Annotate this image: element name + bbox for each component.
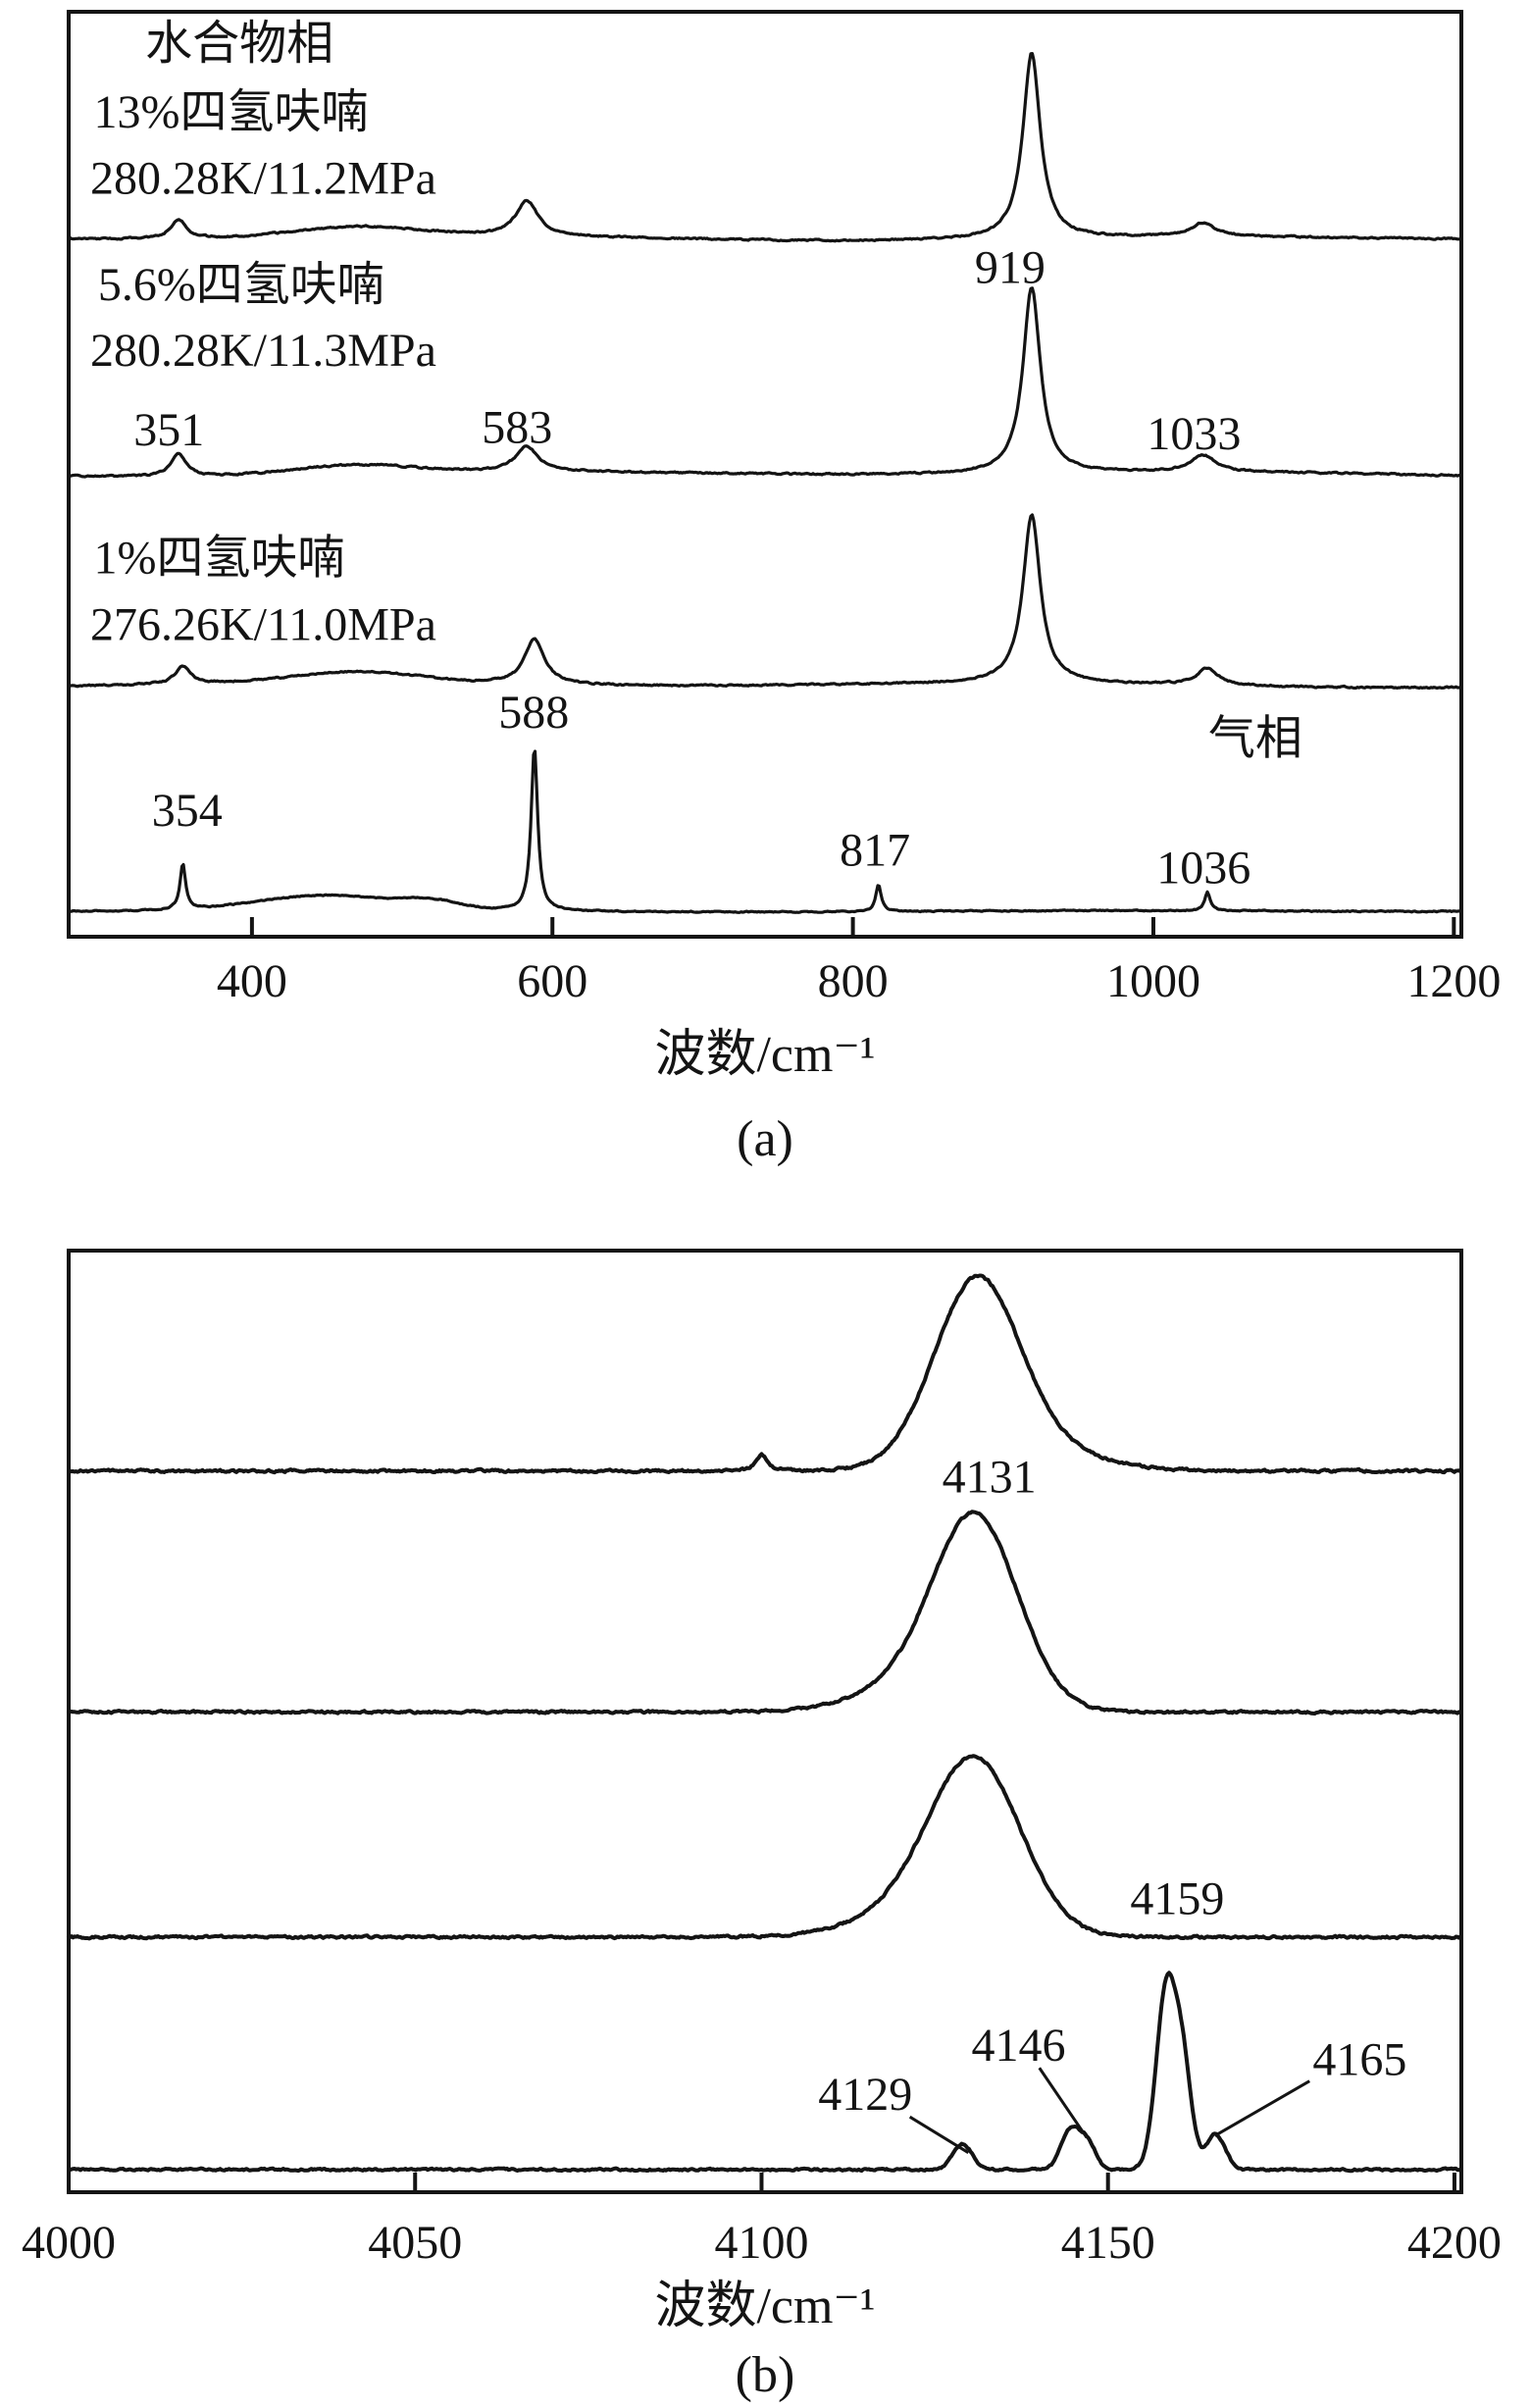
x-axis-title: 波数/cm⁻¹ xyxy=(654,1027,875,1083)
annotation-label: 1%四氢呋喃 xyxy=(94,532,345,584)
annotation-label: 4159 xyxy=(1130,1872,1224,1924)
annotation-label: 4129 xyxy=(818,2069,912,2121)
x-tick-label: 4050 xyxy=(368,2217,462,2269)
spectrum-trace-trace-3-hydrate-1pct xyxy=(67,513,1462,691)
spectrum-trace-trace-4-gas-phase xyxy=(67,1971,1462,2174)
panel-letter: (a) xyxy=(737,1111,793,1167)
annotation-label: 4146 xyxy=(971,2020,1065,2072)
panel-letter: (b) xyxy=(736,2347,795,2403)
x-tick-label: 4000 xyxy=(22,2217,116,2269)
annotation-label: 气相 xyxy=(1208,712,1302,764)
annotation-label: 280.28K/11.3MPa xyxy=(90,325,436,377)
panel-b: 4000 4050 4100 4150 4200 波数/cm⁻¹ (b) 4131 4159 41… xyxy=(22,1249,1502,2403)
x-tick-label: 4200 xyxy=(1407,2217,1502,2269)
spectrum-trace-trace-4-gas-phase xyxy=(67,749,1462,914)
annotation-leader-line xyxy=(908,2115,970,2154)
annotation-label: 5.6%四氢呋喃 xyxy=(98,259,384,311)
spectrum-trace-trace-1-hydrate-13pct xyxy=(67,52,1462,243)
annotation-label: 4131 xyxy=(943,1451,1037,1503)
annotation-label: 583 xyxy=(482,401,552,453)
annotation-leader-line xyxy=(1213,2079,1310,2137)
annotation-label: 351 xyxy=(133,404,204,456)
annotation-label: 919 xyxy=(975,241,1046,293)
annotation-label: 817 xyxy=(840,824,910,876)
annotation-label: 280.28K/11.2MPa xyxy=(90,153,436,205)
annotation-label: 276.26K/11.0MPa xyxy=(90,598,436,650)
x-axis-title: 波数/cm⁻¹ xyxy=(654,2279,875,2334)
annotation-label: 354 xyxy=(152,785,223,837)
panel-a: 400 600 800 1000 1200 波数/cm⁻¹ (a) 水合物相 13%四氢呋喃 28… xyxy=(67,10,1501,1167)
annotation-label: 水合物相 xyxy=(145,18,333,70)
spectrum-trace-trace-2 xyxy=(67,1510,1462,1716)
annotation-label: 1036 xyxy=(1156,842,1250,894)
x-tick-label: 1000 xyxy=(1106,955,1200,1007)
x-tick-label: 1200 xyxy=(1406,955,1501,1007)
plot-border xyxy=(67,1249,1463,2194)
annotation-leader-line xyxy=(1038,2067,1089,2139)
annotation-label: 4165 xyxy=(1312,2034,1406,2086)
x-tick-label: 400 xyxy=(217,955,287,1007)
annotation-label: 588 xyxy=(498,687,569,739)
annotation-label: 1033 xyxy=(1147,408,1241,460)
x-tick-label: 600 xyxy=(517,955,587,1007)
spectrum-trace-trace-3 xyxy=(67,1754,1462,1941)
x-tick-label: 800 xyxy=(818,955,889,1007)
x-tick-label: 4150 xyxy=(1061,2217,1155,2269)
annotation-label: 13%四氢呋喃 xyxy=(94,86,369,138)
x-tick-label: 4100 xyxy=(714,2217,808,2269)
spectrum-trace-trace-1 xyxy=(67,1273,1462,1475)
spectrum-trace-trace-2-hydrate-5.6pct xyxy=(67,286,1462,479)
